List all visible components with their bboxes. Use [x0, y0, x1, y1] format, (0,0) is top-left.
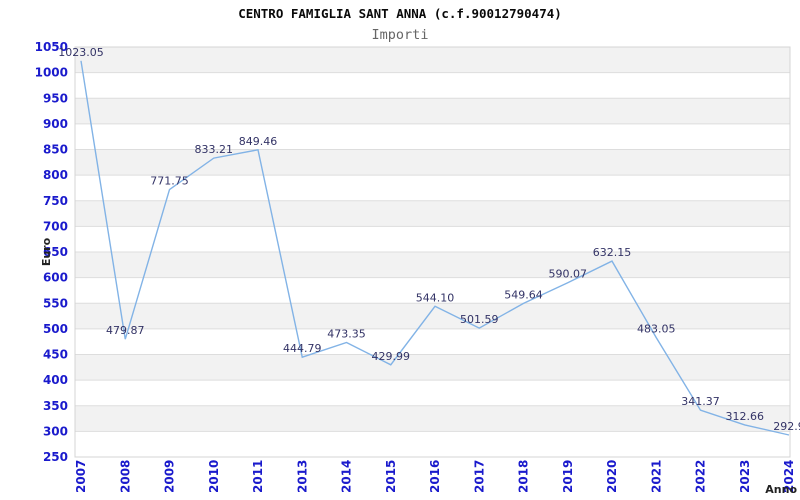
y-tick-label: 500 — [43, 322, 68, 336]
y-tick-label: 350 — [43, 399, 68, 413]
data-point-label: 483.05 — [637, 323, 676, 336]
data-point-label: 549.64 — [504, 288, 543, 301]
x-tick-label: 2023 — [738, 460, 752, 493]
data-point-label: 479.87 — [106, 324, 145, 337]
grid-band — [75, 405, 790, 432]
x-tick-label: 2021 — [649, 460, 663, 493]
x-tick-label: 2010 — [207, 460, 221, 493]
y-tick-label: 900 — [43, 117, 68, 131]
x-tick-label: 2011 — [251, 460, 265, 493]
x-tick-label: 2009 — [163, 460, 177, 493]
y-tick-label: 750 — [43, 194, 68, 208]
data-point-label: 590.07 — [549, 268, 588, 281]
x-tick-label: 2017 — [472, 460, 486, 493]
grid-band — [75, 149, 790, 176]
y-tick-label: 400 — [43, 373, 68, 387]
data-point-label: 429.99 — [372, 350, 411, 363]
data-point-label: 849.46 — [239, 135, 278, 148]
plot-border — [74, 46, 791, 458]
data-point-label: 833.21 — [195, 143, 234, 156]
y-tick-label: 950 — [43, 91, 68, 105]
data-point-label: 473.35 — [327, 328, 366, 341]
x-tick-label: 2022 — [694, 460, 708, 493]
data-line-series — [80, 60, 790, 436]
grid-band — [75, 47, 790, 73]
y-tick-label: 850 — [43, 143, 68, 157]
data-point-label: 544.10 — [416, 291, 455, 304]
data-point-label: 1023.05 — [58, 46, 104, 59]
y-tick-label: 550 — [43, 296, 68, 310]
chart-title: CENTRO FAMIGLIA SANT ANNA (c.f.900127904… — [238, 6, 562, 21]
data-point-label: 771.75 — [150, 175, 189, 188]
data-point-label: 444.79 — [283, 342, 322, 355]
data-point-label: 292.9 — [773, 420, 800, 433]
y-tick-label: 300 — [43, 424, 68, 438]
y-tick-label: 800 — [43, 168, 68, 182]
x-tick-label: 2024 — [782, 460, 796, 493]
y-tick-label: 1050 — [35, 40, 68, 54]
y-tick-label: 1000 — [35, 66, 68, 80]
grid-band — [75, 252, 790, 278]
x-tick-label: 2019 — [561, 460, 575, 493]
chart-subtitle: Importi — [372, 27, 429, 43]
grid-band — [75, 200, 790, 227]
x-tick-label: 2016 — [428, 460, 442, 493]
data-point-label: 501.59 — [460, 313, 499, 326]
x-axis-title: Anno — [765, 483, 797, 496]
x-tick-label: 2013 — [295, 460, 309, 493]
y-tick-label: 650 — [43, 245, 68, 259]
plot-area: 250 300 350 400 450 500 550 600 650 700 750 800 850 9… — [35, 40, 800, 493]
y-tick-label: 600 — [43, 271, 68, 285]
x-tick-label: 2008 — [118, 460, 132, 493]
x-tick-label: 2020 — [605, 460, 619, 493]
y-tick-label: 450 — [43, 348, 68, 362]
data-point-label: 632.15 — [593, 246, 632, 259]
grid-band — [75, 354, 790, 381]
x-tick-label: 2015 — [384, 460, 398, 493]
grid-band — [75, 303, 790, 329]
data-point-label: 312.66 — [726, 410, 765, 423]
y-tick-label: 250 — [43, 450, 68, 464]
data-point-label: 341.37 — [681, 395, 720, 408]
grid-band — [75, 98, 790, 124]
x-tick-label: 2018 — [517, 460, 531, 493]
x-tick-label: 2014 — [340, 460, 354, 493]
y-axis-title: Euro — [40, 237, 53, 266]
y-tick-label: 700 — [43, 219, 68, 233]
x-tick-label: 2007 — [74, 460, 88, 493]
